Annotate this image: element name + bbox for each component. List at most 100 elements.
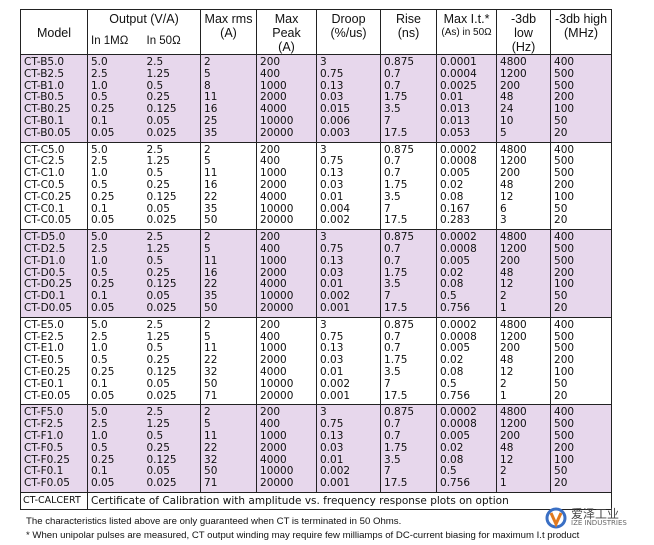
cell: 3 0.75 0.13 0.03 0.01 0.002 0.001 <box>316 229 382 318</box>
footnote: The characteristics listed above are onl… <box>26 516 402 527</box>
value: 0.05 <box>146 202 170 215</box>
group-row: CT-B5.0 CT-B2.5 CT-B1.0 CT-B0.5 CT-B0.25 CT-B… <box>20 54 613 143</box>
value: 2.5 <box>91 242 108 255</box>
value: 20 <box>554 389 568 402</box>
value: 3.5 <box>384 365 401 378</box>
value: 0.013 <box>440 114 471 127</box>
value: 2.5 <box>146 143 164 156</box>
value: 50 <box>554 377 568 390</box>
value: 0.025 <box>146 389 177 402</box>
value: 0.002 <box>320 290 351 303</box>
cell: 4800 1200 200 48 12 2 1 <box>496 404 552 493</box>
value: 100 <box>554 453 575 466</box>
cell: 2 5 11 22 32 50 71 <box>200 404 258 493</box>
model-name: CT-B1.0 <box>24 79 65 92</box>
value: 2.5 <box>146 318 164 331</box>
value: 4000 <box>260 190 287 203</box>
value: 400 <box>554 406 575 419</box>
value: 50 <box>554 290 568 303</box>
value: 200 <box>260 56 281 68</box>
value: 0.5 <box>91 91 108 104</box>
value: 4000 <box>260 278 287 291</box>
value: 400 <box>554 231 575 244</box>
value: 0.08 <box>440 190 464 203</box>
model-name: CT-E1.0 <box>24 342 64 355</box>
table-body: CT-B5.0 CT-B2.5 CT-B1.0 CT-B0.5 CT-B0.25 CT-B… <box>20 54 613 510</box>
cell: 0.875 0.7 0.7 1.75 3.5 7 17.5 <box>380 229 438 318</box>
value: 20000 <box>260 477 294 490</box>
value: 1000 <box>260 79 287 92</box>
model-name: CT-B0.5 <box>24 91 65 104</box>
value: 0.001 <box>320 301 351 314</box>
value: 0.08 <box>440 453 464 466</box>
value: 200 <box>500 429 521 442</box>
value: 22 <box>204 278 218 291</box>
header-unit: (Hz) <box>511 40 536 54</box>
logo-icon <box>545 507 567 529</box>
value: 0.25 <box>146 91 170 104</box>
value: 0.05 <box>91 389 115 402</box>
spec-table: Model Output (V/A) Max rms (A) Max Peak (A… <box>20 9 613 510</box>
value: 100 <box>554 278 575 291</box>
footnote: * When unipolar pulses are measured, CT … <box>26 530 580 541</box>
header-cell: Max I.t.* (As) in 50Ω <box>436 9 498 55</box>
value: 5 <box>500 126 507 139</box>
value: 2.5 <box>91 418 108 431</box>
value: 50 <box>204 214 218 227</box>
value: 0.005 <box>440 167 471 180</box>
value: 0.025 <box>146 214 177 227</box>
value: 24 <box>500 103 514 116</box>
value: 0.08 <box>440 365 464 378</box>
value: 1.25 <box>146 418 170 431</box>
value: 1 <box>500 477 507 490</box>
value: 0.5 <box>91 354 108 367</box>
value: 1.25 <box>146 155 170 168</box>
value: 48 <box>500 354 514 367</box>
value: 5.0 <box>91 143 108 156</box>
value: 5.0 <box>91 318 108 331</box>
model-name: CT-B0.25 <box>24 103 71 116</box>
value: 0.025 <box>146 477 177 490</box>
cell: 2 5 11 16 22 35 50 <box>200 141 258 231</box>
value: 1200 <box>500 330 527 343</box>
value: 0.25 <box>91 453 115 466</box>
value: 0.5 <box>146 429 164 442</box>
value: 200 <box>554 354 575 367</box>
header-unit: (A) <box>278 40 295 54</box>
value: 500 <box>554 155 575 168</box>
value: 0.1 <box>91 465 108 478</box>
value: 0.05 <box>91 477 115 490</box>
value: 0.5 <box>146 167 164 180</box>
value: 2 <box>500 290 507 303</box>
value: 0.25 <box>91 278 115 291</box>
value: 5.0 <box>91 406 108 419</box>
value: 0.13 <box>320 429 344 442</box>
cell: 3 0.75 0.13 0.03 0.01 0.002 0.001 <box>316 404 382 493</box>
model-name: CT-D2.5 <box>24 242 66 255</box>
value: 5 <box>204 418 211 431</box>
value: 2 <box>204 231 211 244</box>
model-name: CT-C0.5 <box>24 178 65 191</box>
value: 200 <box>554 178 575 191</box>
header-cell: Model <box>20 9 88 55</box>
value: 0.05 <box>91 214 115 227</box>
value: 0.006 <box>320 114 351 127</box>
value: 50 <box>554 465 568 478</box>
value: 2000 <box>260 441 287 454</box>
value: 200 <box>260 231 281 244</box>
value: 0.03 <box>320 266 344 279</box>
value: 10000 <box>260 202 294 215</box>
cert-row: CT-CALCERT Certificate of Calibration wit… <box>20 491 613 510</box>
value: 20 <box>554 126 568 139</box>
cell: 200 400 1000 2000 4000 10000 20000 <box>256 404 318 493</box>
value: 2000 <box>260 266 287 279</box>
value: 0.0008 <box>440 418 477 431</box>
cell: 3 0.75 0.13 0.03 0.015 0.006 0.003 <box>316 54 382 143</box>
value: 1.75 <box>384 91 408 104</box>
value: 2.5 <box>146 406 164 419</box>
cell: 0.875 0.7 0.7 1.75 3.5 7 17.5 <box>380 404 438 493</box>
value: 0.7 <box>384 342 401 355</box>
cell: 400 500 500 200 100 50 20 <box>550 54 613 143</box>
logo-text: 爱泽工业 <box>571 507 620 521</box>
value: 50 <box>554 202 568 215</box>
